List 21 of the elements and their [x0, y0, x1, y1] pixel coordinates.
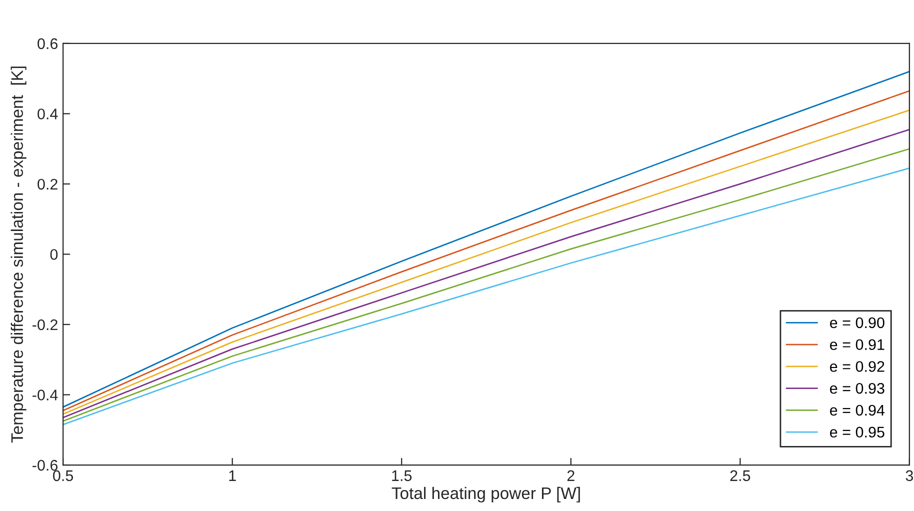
x-tick-label: 1 [229, 470, 236, 481]
x-tick-label: 1.5 [392, 470, 412, 482]
y-tick-label: 0.6 [38, 38, 58, 50]
legend-label: e = 0.90 [830, 317, 884, 328]
x-axis-title: Total heating power P [W] [392, 486, 580, 502]
y-tick-label: -0.2 [32, 319, 58, 330]
legend-label: e = 0.91 [830, 339, 884, 350]
y-axis-title: Temperature difference simulation - experiment [K] [10, 66, 26, 443]
legend-label: e = 0.92 [830, 361, 884, 372]
x-tick-label: 3 [906, 470, 914, 482]
y-tick-label: -0.4 [32, 390, 58, 400]
x-tick-label: 2.5 [730, 470, 750, 482]
y-tick-label: 0 [50, 249, 58, 260]
x-tick-label: 0.5 [53, 470, 74, 482]
x-tick-label: 2 [567, 470, 574, 481]
legend-label: e = 0.95 [830, 426, 884, 438]
y-tick-label: 0.4 [38, 108, 58, 120]
legend-label: e = 0.94 [830, 404, 885, 416]
y-tick-label: -0.6 [32, 460, 58, 471]
y-tick-label: 0.2 [38, 178, 58, 190]
legend-label: e = 0.93 [830, 382, 884, 394]
